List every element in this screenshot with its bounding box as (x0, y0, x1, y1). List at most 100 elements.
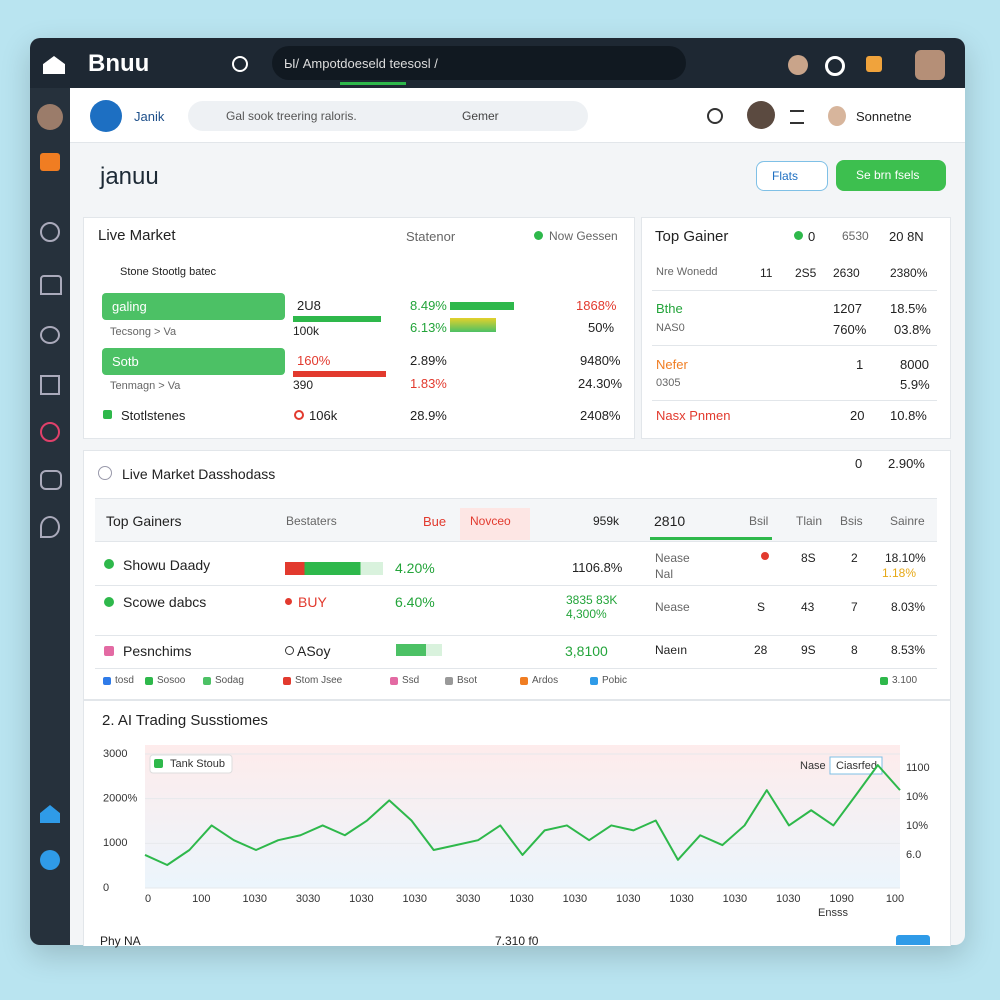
plot-area (145, 745, 900, 888)
badge (829, 756, 883, 775)
action-button[interactable]: BUY (298, 594, 327, 610)
notification-icon[interactable] (825, 56, 845, 76)
cell: 1 (856, 357, 864, 372)
trading-chart: 0 1000 2000% 3000 1100 10% 10% 6.0 0 100 1030 3030 1… (103, 745, 930, 919)
sidebar-icon[interactable] (40, 153, 60, 171)
brand-name[interactable]: Janik (134, 109, 165, 124)
footer-button[interactable] (896, 935, 930, 945)
sidebar-avatar[interactable] (37, 104, 63, 130)
cell: 50% (588, 320, 615, 335)
menu-icon[interactable] (790, 110, 804, 124)
sidebar-icon[interactable] (40, 422, 60, 442)
bar (450, 318, 496, 332)
profile-avatar[interactable] (915, 50, 945, 80)
header-cell[interactable]: Bue (423, 514, 447, 529)
legend-swatch (154, 759, 163, 768)
row-sub: 0305 (656, 377, 681, 389)
x-tick-label: 100 (886, 893, 904, 905)
primary-button[interactable] (836, 160, 946, 191)
row-name: Scowe dabcs (123, 594, 207, 610)
legend-badge (149, 754, 233, 774)
search-bar[interactable] (272, 46, 686, 80)
panel-title: Top Gainer (655, 228, 729, 245)
sidebar-icon[interactable] (40, 516, 60, 538)
cell: 160% (297, 353, 331, 368)
sidebar-icon[interactable] (40, 326, 60, 344)
sidebar-icon[interactable] (40, 375, 60, 395)
status-dot (794, 231, 803, 240)
legend-label: tosd (115, 675, 134, 686)
cell: 100k (293, 324, 320, 338)
y-tick-label: 3000 (103, 748, 127, 760)
row-name: galing (112, 299, 147, 314)
row-name: Nasx Pnmen (656, 408, 731, 423)
row-marker (285, 646, 294, 655)
cell: 28.9% (410, 408, 447, 423)
header-cell[interactable]: Novceo (470, 514, 511, 528)
sidebar-icon[interactable] (40, 275, 62, 295)
active-tab-underline (650, 537, 772, 540)
divider (95, 585, 937, 586)
y2-tick-label: 10% (906, 791, 928, 803)
user-avatar[interactable] (828, 106, 846, 126)
cell: Naeın (655, 643, 688, 657)
row-marker (103, 410, 112, 419)
cell: 18.10% (885, 551, 926, 565)
clock-icon (98, 466, 112, 480)
alert-icon[interactable] (866, 56, 882, 72)
sidebar-home[interactable] (40, 805, 60, 823)
legend-swatch (203, 677, 211, 685)
search-icon[interactable] (707, 108, 723, 124)
x-tick-label: 1030 (509, 893, 533, 905)
avatar[interactable] (788, 55, 808, 75)
sidebar-icon[interactable] (40, 470, 62, 490)
action-button[interactable]: ASoy (297, 643, 331, 659)
brand-icon[interactable] (90, 100, 122, 132)
filter-dropdown[interactable]: Gemer (462, 109, 499, 123)
sidebar-icon[interactable] (40, 850, 60, 870)
x-tick-label: 1030 (616, 893, 640, 905)
panel-title: Live Market (98, 227, 176, 244)
sub-search[interactable] (188, 101, 588, 131)
legend-label: Ssd (402, 675, 420, 686)
x-tick-label: 0 (145, 893, 151, 905)
filter-label[interactable]: Stone Stootlg batec (120, 266, 217, 278)
x-tick-label: 1030 (563, 893, 587, 905)
live-market-panel (83, 217, 635, 439)
cell: 3835 83K (566, 593, 618, 607)
secondary-button[interactable] (756, 161, 828, 191)
legend-label: Pobic (602, 675, 628, 686)
header-cell: 11 (760, 266, 773, 280)
active-tab[interactable] (460, 508, 530, 540)
x-tick-label: 1030 (349, 893, 373, 905)
search-icon[interactable] (232, 56, 248, 72)
stat: 0 (855, 456, 863, 471)
y2-tick-label: 6.0 (906, 849, 921, 861)
row-marker (294, 410, 304, 420)
logo[interactable]: Bnuu (88, 50, 150, 77)
row-name: Showu Daady (123, 557, 211, 573)
active-indicator (340, 82, 406, 85)
user-name[interactable]: Sonnetne (856, 109, 912, 124)
bar (285, 562, 383, 575)
row-name: Nefer (656, 357, 688, 372)
cell: 1868% (576, 298, 617, 313)
divider (95, 635, 937, 636)
x-tick-label: 1030 (776, 893, 800, 905)
header-cell[interactable]: 2810 (654, 513, 686, 529)
row-sub: NAS0 (656, 322, 685, 334)
avatar[interactable] (747, 101, 775, 129)
divider (95, 668, 937, 669)
sidebar-icon[interactable] (40, 222, 60, 242)
row-pill[interactable] (102, 293, 285, 320)
cell: Nease (655, 600, 690, 614)
footer-text: 7.310 f0 (495, 934, 539, 948)
home-icon[interactable] (43, 56, 65, 74)
badge-label: Nase (800, 760, 826, 772)
x-tick-label: 1030 (723, 893, 747, 905)
stat: 2.90% (888, 456, 925, 471)
bar (293, 371, 386, 377)
price-line (144, 764, 901, 866)
row-pill[interactable] (102, 348, 285, 375)
